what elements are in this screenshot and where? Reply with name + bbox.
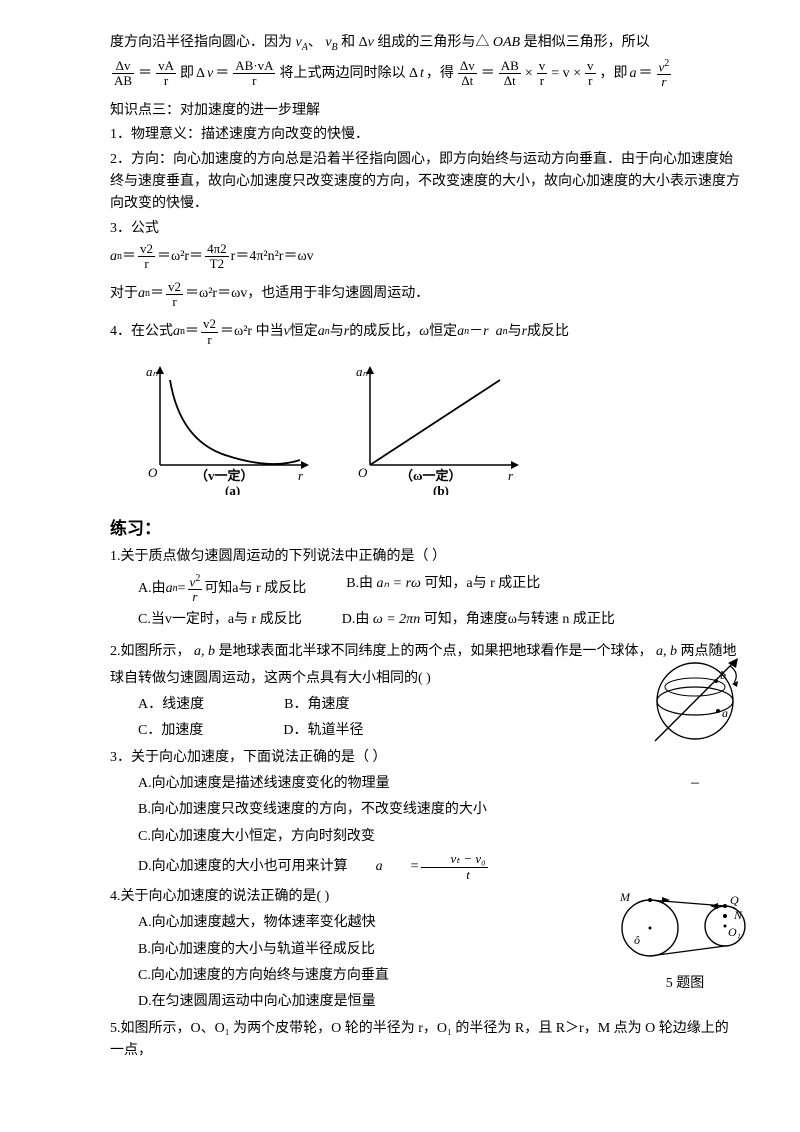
graph-b-origin: O — [358, 465, 368, 480]
graph-a-cap: (a) — [225, 483, 240, 495]
q3-D: D.向心加速度的大小也可用来计算 a = vₜ − v₀t — [110, 852, 740, 882]
graph-b-xlabel: r — [508, 468, 514, 483]
svg-text:N: N — [733, 908, 743, 922]
q5-stem: 5.如图所示，O、O₁ 为两个皮带轮，O 轮的半径为 r，O₁ 的半径为 R，且… — [110, 1018, 740, 1063]
kp3-title: 知识点三：对加速度的进一步理解 — [110, 100, 740, 122]
vA: vA — [296, 35, 308, 50]
t: 和 Δ — [341, 35, 368, 50]
svg-text:O₁: O₁ — [728, 925, 741, 939]
kp3-p5: 4．在公式 an＝ v2r ＝ω²r 中当 v 恒定 an 与 r 的成反比， … — [110, 317, 740, 347]
kp3-p1: 1．物理意义：描述速度方向改变的快慢． — [110, 124, 740, 146]
t: 度方向沿半径指向圆心．因为 — [110, 35, 296, 50]
intro-line1: 度方向沿半径指向圆心．因为 vA、 vB 和 Δv 组成的三角形与△ OAB 是… — [110, 32, 740, 56]
frac: ΔvΔt — [458, 59, 477, 89]
graphs: aₙ r O （v一定） (a) aₙ r O （ω一定） (b) — [130, 355, 740, 503]
intro-line2: ΔvAB ＝ vAr 即 Δv＝ AB·vAr 将上式两边同时除以 Δt ，得 … — [110, 58, 740, 90]
q3-B: B.向心加速度只改变线速度的方向，不改变线速度的大小 — [110, 799, 740, 821]
svg-text:a: a — [722, 706, 728, 720]
vB: vB — [325, 35, 337, 50]
kp3-p2: 2．方向：向心加速度的方向总是沿着半径指向圆心，即方向始终与运动方向垂直．由于向… — [110, 149, 740, 216]
q1-opts-row2: C.当v一定时，a与 r 成反比 D.由 ω = 2πn 可知，角速度ω与转速 … — [110, 609, 740, 631]
q1-stem: 1.关于质点做匀速圆周运动的下列说法中正确的是（ ） — [110, 546, 740, 568]
oab: OAB — [493, 35, 520, 50]
frac: vAr — [156, 59, 176, 89]
q3-C: C.向心加速度大小恒定，方向时刻改变 — [110, 826, 740, 848]
graph-a-origin: O — [148, 465, 158, 480]
frac: vr — [585, 59, 596, 89]
frac: vr — [537, 59, 548, 89]
kp3-p4: 对于 an＝ v2r ＝ω²r＝ωv，也适用于非匀速圆周运动． — [110, 280, 740, 310]
frac: ABΔt — [499, 59, 521, 89]
svg-text:Q: Q — [730, 893, 739, 907]
graph-b-ylabel: aₙ — [356, 364, 369, 379]
graph-b-cap: (b) — [433, 483, 449, 495]
svg-text:b: b — [720, 668, 726, 682]
frac: ΔvAB — [112, 59, 134, 89]
graph-a-xlabel: r — [298, 468, 304, 483]
frac: v2r — [657, 58, 672, 90]
pulleys-figure: M Q N ô O₁ 5 题图 — [610, 886, 760, 996]
svg-text:ô: ô — [634, 933, 640, 947]
svg-text:M: M — [619, 890, 631, 904]
graph-a-sub: （v一定） — [195, 468, 254, 483]
kp3-formula1: an ＝ v2r ＝ω²r＝ 4π2T2 r＝4π²n²r＝ωv — [110, 242, 740, 272]
q1-opts-row1: A.由 an = v2r 可知a与 r 成反比 B.由 aₙ = rω 可知，a… — [110, 573, 740, 605]
globe-figure: b a – — [640, 651, 750, 795]
frac: AB·vAr — [233, 59, 275, 89]
practice-title: 练习： — [110, 515, 740, 542]
q2-block: 2.如图所示， a, b 是地球表面北半球不同纬度上的两个点，如果把地球看作是一… — [110, 641, 740, 743]
graph-a-ylabel: aₙ — [146, 364, 159, 379]
graph-b-sub: （ω一定） — [400, 468, 462, 483]
t: 组成的三角形与△ — [377, 35, 489, 50]
t: 是相似三角形，所以 — [524, 35, 650, 50]
q5-caption: 5 题图 — [610, 973, 760, 995]
kp3-p3: 3．公式 — [110, 218, 740, 240]
q4-block: 4.关于向心加速度的说法正确的是( ) A.向心加速度越大，物体速率变化越快 B… — [110, 886, 740, 1014]
globe-dash: – — [640, 770, 750, 796]
